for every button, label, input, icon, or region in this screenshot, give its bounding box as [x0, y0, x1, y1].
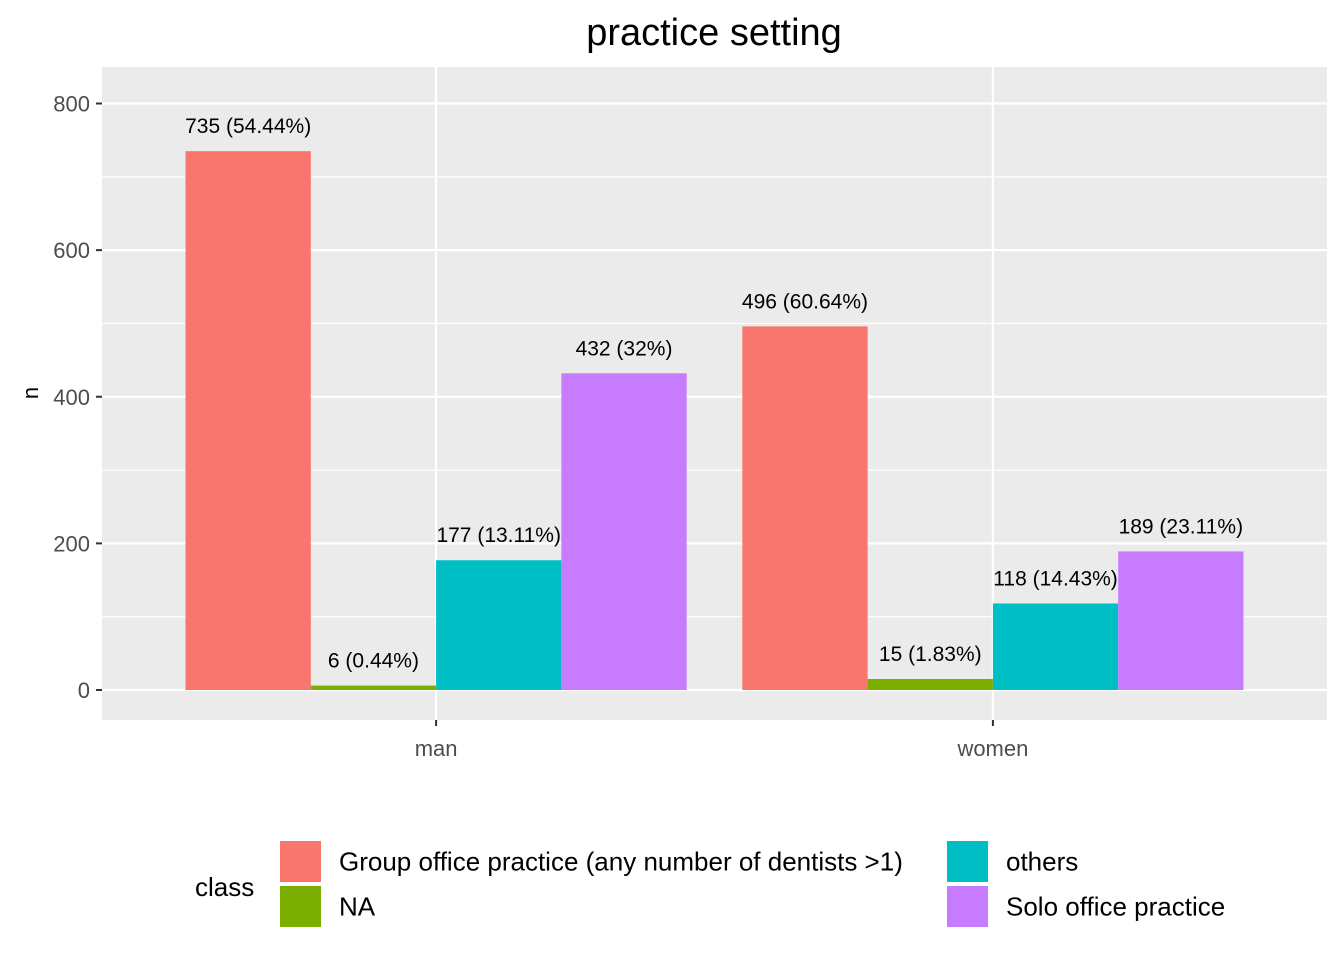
- y-axis-title: n: [18, 387, 43, 399]
- x-tick-label: women: [956, 736, 1028, 761]
- legend-title: class: [195, 872, 254, 902]
- x-tick-label: man: [415, 736, 458, 761]
- data-label: 118 (14.43%): [993, 567, 1118, 590]
- y-tick-label: 0: [78, 678, 90, 703]
- data-label: 735 (54.44%): [185, 115, 311, 138]
- bar: [992, 603, 1119, 690]
- data-label: 432 (32%): [576, 337, 673, 360]
- y-tick-label: 600: [53, 238, 90, 263]
- bar: [561, 373, 687, 690]
- y-tick-label: 800: [53, 92, 90, 117]
- legend-key: [278, 884, 323, 929]
- bar: [185, 151, 311, 690]
- bar: [436, 560, 562, 690]
- legend: class Group office practice (any number …: [195, 839, 1225, 929]
- data-label: 177 (13.11%): [436, 524, 561, 547]
- legend-label: Solo office practice: [1006, 892, 1225, 922]
- data-label: 15 (1.83%): [879, 643, 982, 666]
- legend-key: [945, 839, 990, 884]
- chart-title: practice setting: [586, 12, 842, 54]
- legend-label: others: [1006, 847, 1078, 877]
- data-labels: 735 (54.44%) 6 (0.44%) 177 (13.11%) 432 (32…: [185, 115, 1243, 672]
- legend-key: [945, 884, 990, 929]
- y-tick-label: 400: [53, 385, 90, 410]
- data-label: 496 (60.64%): [742, 290, 868, 313]
- data-label: 6 (0.44%): [328, 650, 419, 673]
- bar: [310, 685, 437, 690]
- legend-key: [278, 839, 323, 884]
- legend-label: Group office practice (any number of den…: [339, 847, 903, 877]
- axes: 0 200 400 600 800 man women: [53, 92, 1028, 762]
- bar: [1118, 551, 1244, 690]
- data-label: 189 (23.11%): [1119, 515, 1244, 538]
- bar: [867, 679, 993, 690]
- bar: [742, 326, 868, 690]
- y-tick-label: 200: [53, 531, 90, 556]
- bars: [185, 151, 1244, 690]
- legend-label: NA: [339, 892, 376, 922]
